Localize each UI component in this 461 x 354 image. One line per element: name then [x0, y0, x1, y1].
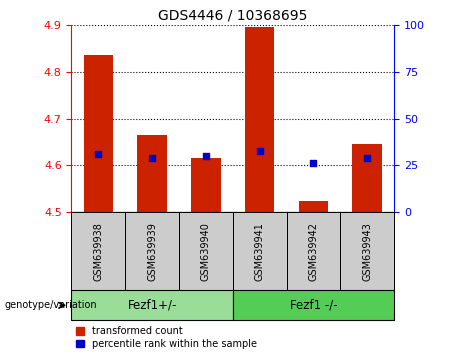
- Bar: [287, 212, 340, 290]
- Text: GSM639939: GSM639939: [147, 222, 157, 281]
- Point: [310, 160, 317, 166]
- Bar: [179, 212, 233, 290]
- Text: genotype/variation: genotype/variation: [5, 300, 97, 310]
- Point: [95, 151, 102, 156]
- Text: GSM639941: GSM639941: [254, 222, 265, 281]
- Bar: [71, 290, 233, 320]
- Bar: [191, 159, 221, 212]
- Text: GSM639943: GSM639943: [362, 222, 372, 281]
- Text: GSM639942: GSM639942: [308, 222, 319, 281]
- Bar: [233, 212, 287, 290]
- Bar: [299, 201, 328, 212]
- Bar: [233, 290, 394, 320]
- Bar: [340, 212, 394, 290]
- Legend: transformed count, percentile rank within the sample: transformed count, percentile rank withi…: [77, 326, 257, 349]
- Bar: [83, 55, 113, 212]
- Point: [202, 153, 210, 159]
- Bar: [353, 144, 382, 212]
- Bar: [137, 135, 167, 212]
- Bar: [125, 212, 179, 290]
- Bar: [245, 27, 274, 212]
- Bar: [71, 212, 125, 290]
- Point: [256, 149, 263, 154]
- Text: Fezf1 -/-: Fezf1 -/-: [290, 299, 337, 312]
- Point: [364, 156, 371, 161]
- Title: GDS4446 / 10368695: GDS4446 / 10368695: [158, 8, 307, 22]
- Text: Fezf1+/-: Fezf1+/-: [127, 299, 177, 312]
- Text: GSM639938: GSM639938: [93, 222, 103, 281]
- Text: GSM639940: GSM639940: [201, 222, 211, 281]
- Point: [148, 156, 156, 161]
